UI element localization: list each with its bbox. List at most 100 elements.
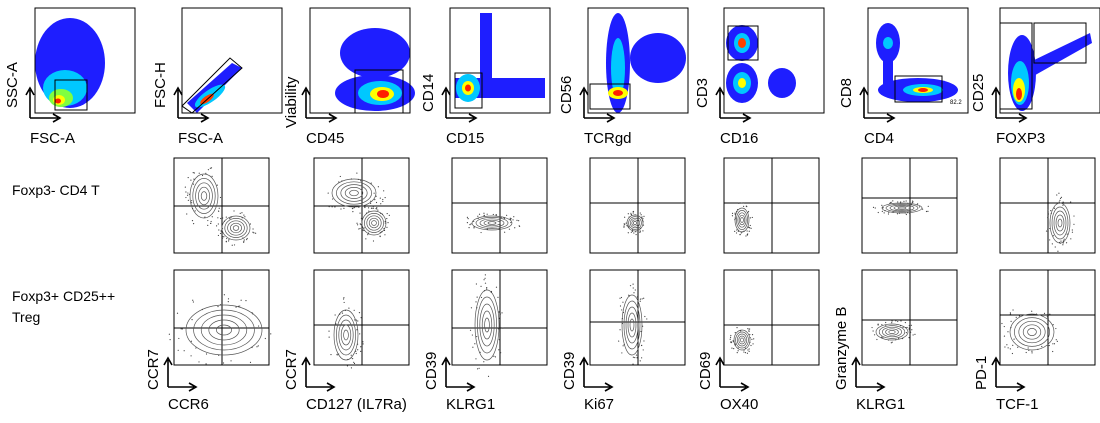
- event-dot: [632, 212, 634, 214]
- event-dot: [363, 227, 365, 229]
- event-dot: [1071, 231, 1074, 233]
- event-dot: [497, 328, 500, 330]
- event-dot: [908, 324, 910, 327]
- event-dot: [747, 349, 749, 351]
- event-dot: [252, 231, 254, 233]
- event-dot: [891, 320, 893, 322]
- event-dot: [643, 340, 645, 342]
- y-label-g3: Viability: [283, 76, 300, 128]
- x-label-g8: FOXP3: [996, 130, 1046, 147]
- event-dot: [751, 338, 753, 341]
- event-dot: [632, 356, 634, 358]
- y-label-g1: SSC-A: [4, 62, 21, 108]
- event-dot: [907, 202, 909, 204]
- contour-plot-r2-c5: [723, 157, 820, 254]
- contour-ring: [889, 204, 915, 212]
- event-dot: [743, 351, 745, 353]
- event-dot: [635, 231, 637, 233]
- event-dot: [1073, 215, 1075, 217]
- event-dot: [734, 343, 736, 345]
- event-dot: [341, 312, 344, 314]
- event-dot: [480, 296, 483, 299]
- event-dot: [748, 230, 750, 232]
- contour-ring: [340, 184, 368, 202]
- y-label-c6: Granzyme B: [833, 306, 850, 390]
- event-dot: [380, 212, 382, 214]
- event-dot: [368, 210, 370, 212]
- event-dot: [483, 214, 485, 216]
- event-dot: [1009, 348, 1011, 350]
- event-dot: [1010, 320, 1012, 322]
- event-dot: [207, 219, 209, 222]
- event-dot: [475, 283, 478, 285]
- event-dot: [892, 200, 894, 202]
- event-dot: [746, 230, 748, 232]
- contour-ring: [1009, 313, 1055, 351]
- event-dot: [889, 202, 891, 204]
- event-dot: [1058, 242, 1061, 244]
- event-dot: [490, 290, 493, 293]
- event-dot: [227, 298, 230, 300]
- event-dot: [360, 217, 363, 220]
- event-dot: [209, 167, 211, 169]
- event-dot: [881, 210, 883, 212]
- event-dot: [469, 223, 471, 226]
- gate-box: [454, 72, 483, 109]
- event-dot: [634, 289, 636, 291]
- event-dot: [264, 337, 266, 340]
- event-dot: [746, 352, 749, 354]
- event-dot: [642, 230, 644, 232]
- event-dot: [619, 297, 621, 299]
- event-dot: [741, 202, 743, 204]
- event-dot: [183, 350, 185, 352]
- event-dot: [483, 212, 485, 214]
- gating-panel-fsc-fsch: [181, 7, 283, 114]
- gate-box: [894, 75, 943, 103]
- event-dot: [514, 227, 516, 229]
- event-dot: [343, 207, 345, 209]
- event-dot: [362, 229, 364, 231]
- event-dot: [518, 220, 520, 222]
- event-dot: [355, 350, 357, 352]
- event-dot: [1015, 316, 1017, 318]
- event-dot: [466, 222, 469, 224]
- event-dot: [358, 311, 361, 314]
- event-dot: [352, 207, 354, 210]
- event-dot: [475, 358, 477, 360]
- event-dot: [375, 201, 378, 204]
- contour-ring: [733, 329, 751, 351]
- event-dot: [500, 216, 502, 218]
- event-dot: [335, 323, 337, 325]
- event-dot: [187, 176, 189, 179]
- event-dot: [883, 212, 885, 214]
- event-dot: [1047, 318, 1049, 320]
- event-dot: [384, 222, 386, 224]
- event-dot: [257, 345, 259, 347]
- event-dot: [223, 294, 225, 296]
- event-dot: [749, 341, 751, 343]
- contour-ring: [336, 314, 356, 356]
- event-dot: [486, 287, 488, 289]
- event-dot: [518, 225, 520, 227]
- event-dot: [1062, 244, 1064, 246]
- event-dot: [630, 214, 633, 216]
- event-dot: [905, 213, 907, 216]
- event-dot: [367, 232, 370, 234]
- event-dot: [331, 206, 333, 208]
- event-dot: [354, 319, 356, 321]
- event-dot: [371, 207, 373, 209]
- event-dot: [902, 326, 904, 328]
- contour-ring: [336, 181, 372, 205]
- event-dot: [486, 228, 488, 230]
- event-dot: [176, 312, 179, 314]
- gate-box: [727, 25, 759, 61]
- event-dot: [359, 212, 361, 214]
- event-dot: [1028, 349, 1030, 352]
- gating-panel-cd16-cd3: [723, 7, 825, 114]
- event-dot: [509, 217, 511, 219]
- event-dot: [350, 357, 352, 359]
- event-dot: [743, 349, 745, 351]
- event-dot: [205, 172, 207, 174]
- event-dot: [740, 232, 742, 234]
- x-label-c1: CCR6: [168, 396, 209, 413]
